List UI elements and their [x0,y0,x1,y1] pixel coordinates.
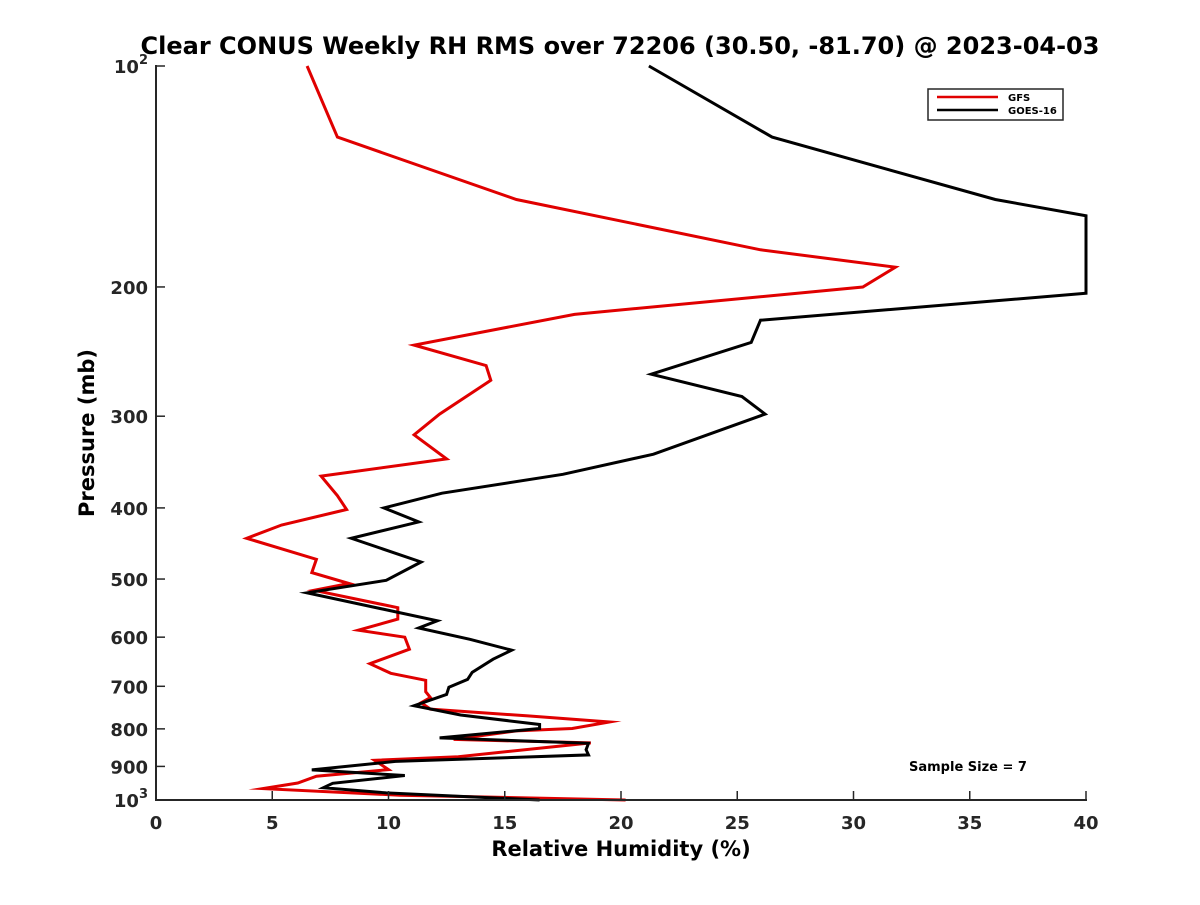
y-tick-label: 102 [114,53,148,78]
x-tick-label: 15 [492,813,517,834]
axes: 0 5 10 15 20 25 30 35 40 102 200 300 400 500 600 700 800… [110,53,1098,834]
x-tick-label: 5 [266,813,279,834]
y-axis-label: Pressure (mb) [75,349,99,517]
x-tick-label: 30 [841,813,866,834]
y-tick-label: 103 [114,787,148,812]
y-tick-label: 900 [110,757,148,778]
series-line-goes-16 [298,64,1088,802]
y-tick-label: 800 [110,720,148,741]
y-tick-label: 500 [110,570,148,591]
legend: GFS GOES-16 [927,88,1064,121]
y-tick-label: 700 [110,677,148,698]
chart-title: Clear CONUS Weekly RH RMS over 72206 (30… [141,32,1100,60]
y-tick-label: 600 [110,628,148,649]
series-line-gfs [242,65,900,802]
x-tick-label: 25 [725,813,750,834]
plot-area [242,64,1088,802]
legend-label: GOES-16 [1008,106,1057,117]
x-tick-label: 35 [957,813,982,834]
x-tick-label: 20 [608,813,633,834]
sample-size-annotation: Sample Size = 7 [909,760,1027,775]
legend-box [927,88,1064,121]
legend-label: GFS [1008,93,1030,104]
x-tick-label: 10 [376,813,401,834]
y-tick-label: 300 [110,407,148,428]
x-tick-label: 0 [150,813,163,834]
y-tick-label: 200 [110,278,148,299]
x-axis-label: Relative Humidity (%) [491,837,750,861]
y-tick-label: 400 [110,499,148,520]
x-tick-label: 40 [1073,813,1098,834]
